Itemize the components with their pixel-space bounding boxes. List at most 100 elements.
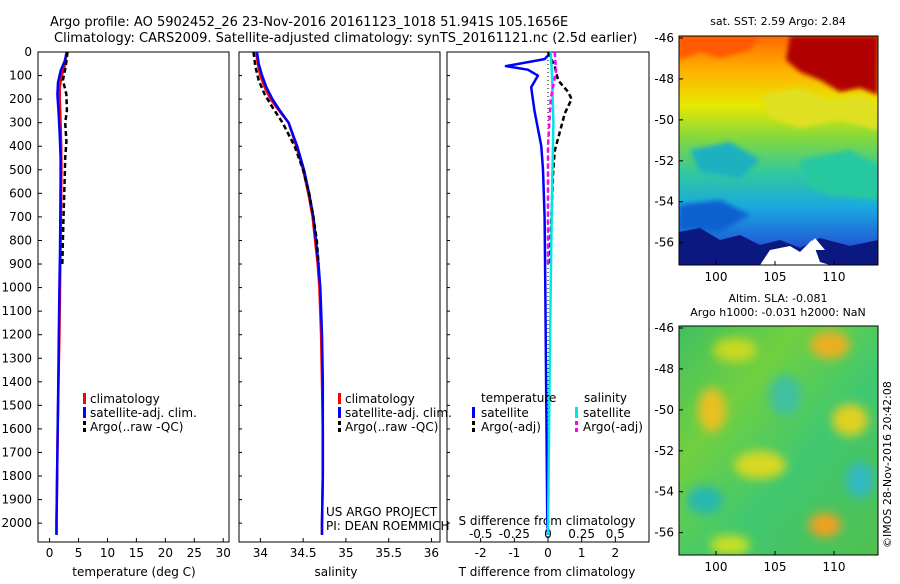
series-line-salinity-satellite bbox=[546, 52, 555, 535]
depth-tick-label: 1900 bbox=[1, 493, 32, 507]
depth-tick-label: 1400 bbox=[1, 375, 32, 389]
legend-swatch-sal-argo bbox=[575, 428, 578, 432]
legend-swatch-satellite bbox=[338, 407, 341, 418]
x-tick-label: 10 bbox=[100, 546, 115, 560]
sla-x-axis: 100 105 110 bbox=[705, 551, 845, 574]
difference-xlabel: T difference from climatology bbox=[458, 565, 636, 579]
x-tick-label: 30 bbox=[216, 546, 231, 560]
x-tick-label: 35 bbox=[338, 546, 353, 560]
map-y-tick-label: -46 bbox=[654, 31, 674, 45]
legend-label: satellite bbox=[583, 406, 631, 420]
imos-watermark: ©IMOS 28-Nov-2016 20:42:08 bbox=[881, 381, 894, 548]
depth-tick-label: 1100 bbox=[1, 304, 32, 318]
depth-tick-label: 400 bbox=[9, 139, 32, 153]
depth-tick-label: 600 bbox=[9, 186, 32, 200]
legend-swatch-argo bbox=[83, 421, 86, 425]
map-x-tick-label: 100 bbox=[705, 270, 728, 284]
temperature-panel bbox=[37, 51, 230, 543]
x-tick-label: -2 bbox=[475, 546, 487, 560]
series-line-salinity-argo-adj bbox=[546, 52, 558, 264]
top-tick-label: -0.5 bbox=[469, 527, 492, 541]
map-y-tick-label: -54 bbox=[654, 485, 674, 499]
x-tick-label: 5 bbox=[75, 546, 83, 560]
temperature-series bbox=[55, 52, 69, 535]
sla-anomaly bbox=[810, 331, 850, 359]
sla-y-axis: -46 -48 -50 -52 -54 -56 bbox=[654, 321, 683, 540]
salinity-legend: climatology satellite-adj. clim. Argo(..… bbox=[338, 392, 452, 434]
x-tick-label: 35.5 bbox=[375, 546, 402, 560]
legend-swatch-climatology bbox=[338, 393, 341, 404]
legend-label: Argo(-adj) bbox=[481, 420, 541, 434]
legend-swatch-argo bbox=[83, 428, 86, 432]
x-tick-label: 36 bbox=[424, 546, 439, 560]
map-x-tick-label: 100 bbox=[705, 560, 728, 574]
x-tick-label: 0 bbox=[46, 546, 54, 560]
salinity-panel bbox=[238, 51, 441, 543]
sla-anomaly bbox=[846, 462, 874, 498]
difference-legend: temperature salinity satellite Argo(-adj… bbox=[472, 391, 643, 434]
sst-cool-patch bbox=[690, 142, 760, 178]
sst-cold-edge bbox=[679, 228, 878, 265]
temperature-xlabel: temperature (deg C) bbox=[72, 565, 195, 579]
salinity-series bbox=[252, 52, 325, 535]
legend-label: Argo(..raw -QC) bbox=[345, 420, 438, 434]
x-tick-label: 2 bbox=[612, 546, 620, 560]
sst-cold-patch bbox=[679, 200, 750, 232]
legend-label: satellite-adj. clim. bbox=[345, 406, 452, 420]
depth-tick-label: 1700 bbox=[1, 445, 32, 459]
x-tick-label: 0 bbox=[544, 546, 552, 560]
sst-warm-patch bbox=[786, 36, 878, 95]
map-y-tick-label: -54 bbox=[654, 195, 674, 209]
map-y-tick-label: -52 bbox=[654, 154, 674, 168]
title-line-2: Climatology: CARS2009. Satellite-adjuste… bbox=[54, 31, 637, 46]
map-y-tick-label: -50 bbox=[654, 113, 674, 127]
depth-tick-label: 2000 bbox=[1, 516, 32, 530]
series-line-argo-raw-qc bbox=[61, 52, 69, 265]
sla-anomaly bbox=[698, 388, 726, 432]
depth-tick-label: 800 bbox=[9, 233, 32, 247]
temperature-legend: climatology satellite-adj. clim. Argo(..… bbox=[83, 392, 197, 434]
legend-swatch-temp-satellite bbox=[472, 407, 475, 418]
depth-axis: 0 100 200 300 400 500 600 700 800 900 1000 1100 1200… bbox=[1, 45, 450, 530]
sst-map-title: sat. SST: 2.59 Argo: 2.84 bbox=[710, 15, 846, 28]
salinity-x-axis: 34 34.5 35 35.5 36 bbox=[253, 538, 439, 560]
sst-map-frame bbox=[678, 35, 879, 266]
sla-anomaly bbox=[832, 404, 868, 436]
map-x-tick-label: 110 bbox=[823, 270, 846, 284]
x-tick-label: 34.5 bbox=[290, 546, 317, 560]
x-tick-label: 1 bbox=[578, 546, 586, 560]
sst-map bbox=[679, 36, 878, 265]
salinity-xlabel: salinity bbox=[314, 565, 357, 579]
legend-swatch-argo bbox=[338, 428, 341, 432]
legend-swatch-climatology bbox=[83, 393, 86, 404]
legend-header-temperature: temperature bbox=[481, 391, 556, 405]
title-line-1: Argo profile: AO 5902452_26 23-Nov-2016 … bbox=[50, 15, 568, 30]
sla-field bbox=[679, 326, 878, 555]
sla-anomaly bbox=[687, 486, 723, 514]
legend-header-salinity: salinity bbox=[584, 391, 627, 405]
depth-tick-label: 1300 bbox=[1, 351, 32, 365]
depth-tick-label: 1000 bbox=[1, 281, 32, 295]
depth-tick-label: 700 bbox=[9, 210, 32, 224]
difference-series bbox=[504, 52, 573, 542]
series-line-satellite-adj-clim bbox=[255, 52, 325, 535]
legend-swatch-argo bbox=[338, 421, 341, 425]
temperature-x-axis: 0 5 10 15 20 25 30 bbox=[46, 538, 231, 560]
x-tick-label: -1 bbox=[508, 546, 520, 560]
series-line-argo-raw-qc bbox=[252, 52, 320, 265]
depth-tick-label: 100 bbox=[9, 69, 32, 83]
legend-label: climatology bbox=[345, 392, 415, 406]
x-tick-label: 15 bbox=[129, 546, 144, 560]
legend-swatch-temp-argo bbox=[472, 428, 475, 432]
legend-label: climatology bbox=[90, 392, 160, 406]
pi-annotation: PI: DEAN ROEMMICH bbox=[326, 519, 449, 533]
sla-anomaly bbox=[734, 451, 786, 479]
legend-label: Argo(-adj) bbox=[583, 420, 643, 434]
sla-map bbox=[679, 326, 878, 555]
map-y-tick-label: -48 bbox=[654, 72, 674, 86]
top-tick-label: 0.5 bbox=[606, 527, 625, 541]
map-y-tick-label: -48 bbox=[654, 362, 674, 376]
map-y-tick-label: -50 bbox=[654, 403, 674, 417]
map-y-tick-label: -56 bbox=[654, 236, 674, 250]
